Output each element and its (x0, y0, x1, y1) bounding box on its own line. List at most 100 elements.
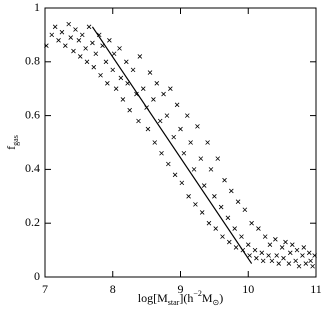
cross-marker (161, 91, 166, 97)
cross-marker (229, 188, 234, 194)
cross-marker (225, 215, 231, 221)
cross-marker (267, 242, 273, 248)
cross-marker (205, 140, 210, 145)
cross-marker (93, 51, 99, 57)
cross-marker (172, 172, 178, 178)
cross-marker (215, 156, 221, 161)
cross-marker (199, 210, 205, 215)
cross-marker (76, 37, 82, 43)
cross-marker (147, 70, 153, 75)
x-axis-label-part: log[M (138, 291, 168, 305)
cross-marker (312, 253, 317, 258)
cross-marker (52, 24, 58, 30)
x-axis-label-part: ](h (179, 291, 193, 305)
y-tick-label: 0.2 (25, 215, 40, 229)
cross-marker (283, 239, 288, 245)
y-tick-label: 1 (34, 0, 40, 14)
cross-marker (164, 113, 170, 118)
cross-marker (110, 67, 116, 73)
cross-marker (103, 59, 109, 65)
cross-marker (152, 140, 158, 145)
cross-marker (286, 261, 292, 266)
cross-marker (73, 27, 78, 32)
y-axis-label-part: f (4, 146, 18, 150)
x-axis-label-part: star (168, 298, 180, 307)
cross-marker (184, 113, 190, 118)
cross-marker (137, 54, 143, 59)
y-tick-label: 0.8 (25, 54, 40, 68)
cross-marker (287, 250, 293, 256)
cross-marker (252, 247, 258, 253)
cross-marker (226, 239, 232, 245)
cross-marker (281, 255, 286, 261)
cross-marker (134, 91, 139, 97)
cross-marker (181, 150, 187, 156)
y-tick-label: 0.6 (25, 107, 40, 121)
cross-marker (178, 126, 183, 132)
cross-marker (171, 134, 177, 140)
cross-marker (86, 24, 92, 30)
cross-marker (260, 258, 266, 264)
x-axis-label-part: M (202, 291, 213, 305)
cross-marker (249, 220, 254, 226)
cross-marker (83, 46, 88, 51)
cross-marker (44, 43, 49, 48)
cross-marker (118, 75, 124, 81)
cross-marker (151, 97, 156, 102)
cross-marker (213, 226, 219, 231)
cross-marker (276, 261, 282, 266)
cross-marker (136, 118, 141, 124)
cross-marker (154, 81, 160, 86)
cross-marker (310, 263, 315, 269)
cross-marker (71, 48, 76, 54)
cross-marker (96, 32, 102, 38)
cross-marker (105, 81, 110, 86)
cross-marker (59, 29, 65, 35)
cross-marker (308, 258, 313, 264)
cross-marker (120, 97, 126, 102)
cross-marker (113, 86, 119, 91)
x-tick-label: 8 (110, 282, 116, 296)
cross-marker (49, 32, 55, 38)
x-axis-label: log[Mstar](h−2M⊙) (138, 289, 223, 307)
cross-marker (212, 194, 217, 199)
cross-marker (247, 253, 252, 258)
cross-marker (117, 46, 122, 51)
cross-marker (245, 242, 251, 248)
cross-marker (303, 261, 309, 266)
cross-marker (77, 54, 83, 59)
cross-marker (157, 118, 163, 124)
cross-marker (186, 194, 191, 199)
cross-marker (294, 247, 300, 253)
cross-marker (198, 156, 204, 161)
x-axis-label-part: ⊙ (213, 298, 220, 307)
cross-marker (91, 64, 97, 70)
y-axis-label-part: gas (11, 135, 20, 146)
cross-marker (174, 102, 180, 108)
cross-marker (290, 242, 295, 248)
cross-marker (206, 220, 212, 226)
cross-marker (274, 253, 279, 258)
cross-marker (66, 21, 71, 27)
x-tick-label: 11 (310, 282, 322, 296)
cross-marker (208, 167, 214, 172)
cross-marker (235, 199, 241, 204)
cross-marker (191, 167, 197, 172)
cross-marker (140, 86, 146, 91)
cross-marker (242, 207, 248, 213)
cross-marker (279, 245, 285, 250)
cross-marker (168, 86, 173, 91)
cross-marker (107, 37, 112, 43)
cross-marker (256, 226, 261, 231)
cross-marker (79, 32, 85, 38)
cross-marker (111, 51, 117, 57)
x-axis-label-part: ) (219, 291, 223, 305)
cross-marker (166, 161, 171, 167)
cross-marker (273, 237, 278, 242)
cross-marker (222, 177, 227, 183)
cross-marker (220, 234, 225, 239)
cross-marker (201, 183, 207, 188)
cross-marker (300, 253, 305, 258)
cross-marker (269, 258, 275, 264)
